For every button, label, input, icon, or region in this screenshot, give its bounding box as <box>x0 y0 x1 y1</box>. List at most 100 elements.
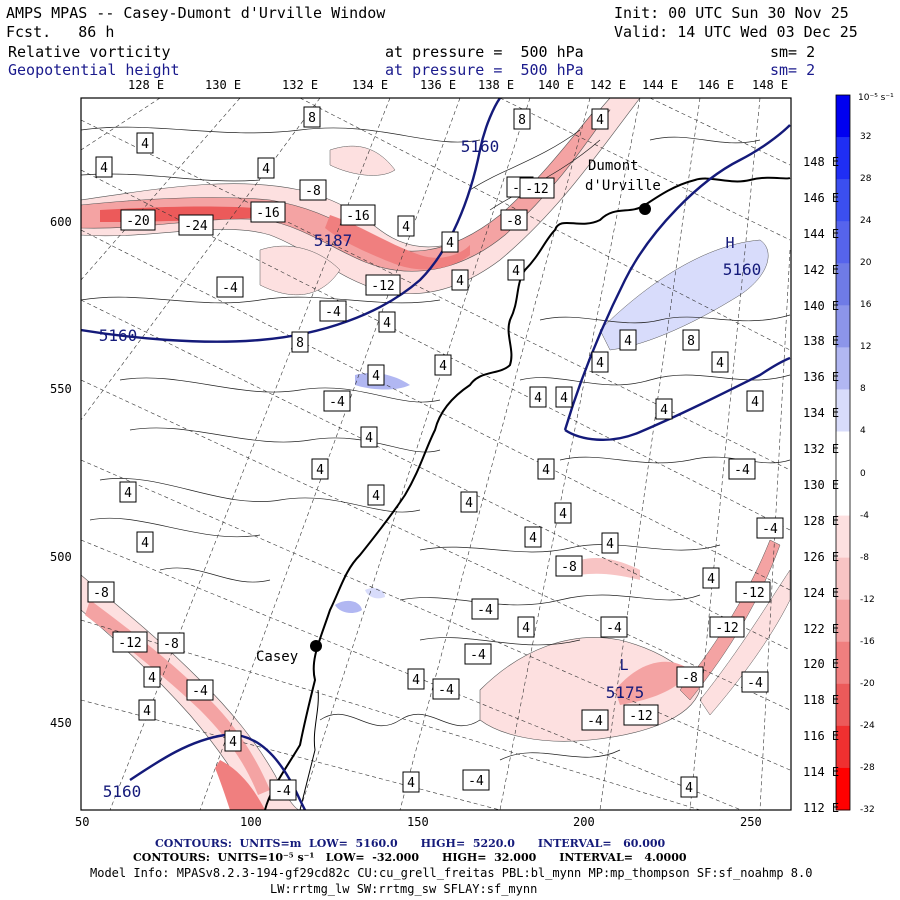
colorbar-label: -12 <box>860 594 875 605</box>
vorticity-label-text: 4 <box>624 334 632 349</box>
colorbar-label: 16 <box>860 300 872 311</box>
station-marker-dumont <box>639 203 651 215</box>
height-labels: 5160 5160 5160 5160 5187 5175 H L <box>99 137 762 801</box>
vorticity-label-text: -8 <box>682 671 698 686</box>
vorticity-label-box: 4 <box>711 351 729 373</box>
vorticity-label-box: -4 <box>464 643 492 665</box>
colorbar-label: 12 <box>860 342 872 353</box>
vorticity-label-box: -4 <box>471 598 499 620</box>
vorticity-label-box: 4 <box>95 156 113 178</box>
vorticity-label-box: -4 <box>432 678 460 700</box>
vorticity-label-frame <box>291 331 309 353</box>
vorticity-label-frame <box>303 106 321 128</box>
vorticity-label-text: 4 <box>456 274 464 289</box>
vorticity-label-text: -8 <box>561 560 577 575</box>
right-axis-label: 114 E <box>803 765 840 780</box>
vorticity-label-frame <box>451 269 469 291</box>
vorticity-label-frame <box>676 666 704 688</box>
vorticity-label-frame <box>682 329 700 351</box>
vorticity-label-text: 4 <box>529 531 537 546</box>
left-axis-tick: 600 <box>50 215 72 229</box>
left-axis-tick: 450 <box>50 716 72 730</box>
vorticity-blob-north <box>329 145 396 176</box>
height-label: 5175 <box>606 683 645 702</box>
vorticity-label-text: -12 <box>715 621 738 636</box>
vorticity-label-frame <box>250 201 286 223</box>
vorticity-core-southeast <box>615 661 690 705</box>
vorticity-label-text: 4 <box>446 236 454 251</box>
vorticity-label-box: -16 <box>340 204 376 226</box>
vorticity-label-box: 4 <box>537 458 555 480</box>
longitude-label: 136 E <box>420 78 457 92</box>
vorticity-label-box: -8 <box>676 666 704 688</box>
field2-name: Geopotential height <box>8 61 180 79</box>
vorticity-label-text: -4 <box>747 676 763 691</box>
vorticity-label-text: -4 <box>477 603 493 618</box>
vorticity-label-text: 8 <box>518 113 526 128</box>
vorticity-label-text: 4 <box>660 403 668 418</box>
vorticity-label-frame <box>500 209 528 231</box>
field1-smoothing: sm= 2 <box>770 43 816 61</box>
vorticity-label-box: -4 <box>728 458 756 480</box>
vorticity-contours <box>81 126 791 761</box>
vorticity-label-text: -12 <box>525 182 548 197</box>
bottom-axis-tick: 250 <box>740 815 762 829</box>
vorticity-label-box: 4 <box>507 259 525 281</box>
colorbar-label: 4 <box>860 426 866 437</box>
vorticity-label-box: 4 <box>529 386 547 408</box>
colorbar-swatch <box>836 431 850 475</box>
colorbar-swatch <box>836 767 850 811</box>
vorticity-label-frame <box>407 668 425 690</box>
vorticity-label-frame <box>655 398 673 420</box>
vorticity-label-box: 4 <box>555 386 573 408</box>
longitude-label: 134 E <box>352 78 389 92</box>
graticule <box>81 98 791 810</box>
vorticity-label-box: 4 <box>367 484 385 506</box>
colorbar-unit: 10⁻⁵ s⁻¹ <box>858 93 894 103</box>
vorticity-label-text: 4 <box>124 486 132 501</box>
vorticity-label-box: -4 <box>600 616 628 638</box>
vorticity-label-box: 4 <box>655 398 673 420</box>
vorticity-label-frame <box>555 386 573 408</box>
vorticity-label-frame <box>319 300 347 322</box>
vorticity-label-text: 4 <box>402 220 410 235</box>
vorticity-label-frame <box>623 704 659 726</box>
vorticity-label-text: -16 <box>256 206 279 221</box>
vorticity-label-box: 4 <box>441 231 459 253</box>
longitude-label: 148 E <box>752 78 789 92</box>
positive-vorticity-patch-3 <box>365 587 385 599</box>
longitude-label: 128 E <box>128 78 165 92</box>
vorticity-label-box: -8 <box>500 209 528 231</box>
colorbar-swatch <box>836 347 850 390</box>
vorticity-label-text: 4 <box>372 369 380 384</box>
vorticity-label-text: 4 <box>262 162 270 177</box>
vorticity-label-frame <box>519 177 555 199</box>
vorticity-label-text: -4 <box>606 621 622 636</box>
vorticity-label-box: 4 <box>402 771 420 793</box>
pressure-center-marker: H <box>725 234 734 252</box>
vorticity-label-box: -12 <box>112 631 148 653</box>
vorticity-label-box: 4 <box>460 491 478 513</box>
vorticity-label-box: 4 <box>143 666 161 688</box>
colorbar-label: 28 <box>860 174 872 185</box>
vorticity-label-frame <box>216 276 244 298</box>
vorticity-label-box: -20 <box>120 209 156 231</box>
vorticity-label-frame <box>402 771 420 793</box>
vorticity-label-frame <box>524 526 542 548</box>
plot-frame <box>80 97 792 811</box>
vorticity-label-frame <box>709 616 745 638</box>
vorticity-label-text: -8 <box>506 214 522 229</box>
vorticity-label-box: -4 <box>462 769 490 791</box>
vorticity-peak-center <box>325 215 470 270</box>
vorticity-label-frame <box>434 354 452 376</box>
vorticity-label-frame <box>554 502 572 524</box>
colorbar-swatch <box>836 683 850 727</box>
colorbar-swatch <box>836 221 850 264</box>
vorticity-label-frame <box>311 458 329 480</box>
vorticity-label-text: -4 <box>325 305 341 320</box>
longitude-label: 146 E <box>698 78 735 92</box>
right-axis-label: 130 E <box>803 478 840 492</box>
vorticity-label-text: 4 <box>100 161 108 176</box>
vorticity-label-box: 8 <box>291 331 309 353</box>
colorbar-label: -20 <box>860 678 875 689</box>
